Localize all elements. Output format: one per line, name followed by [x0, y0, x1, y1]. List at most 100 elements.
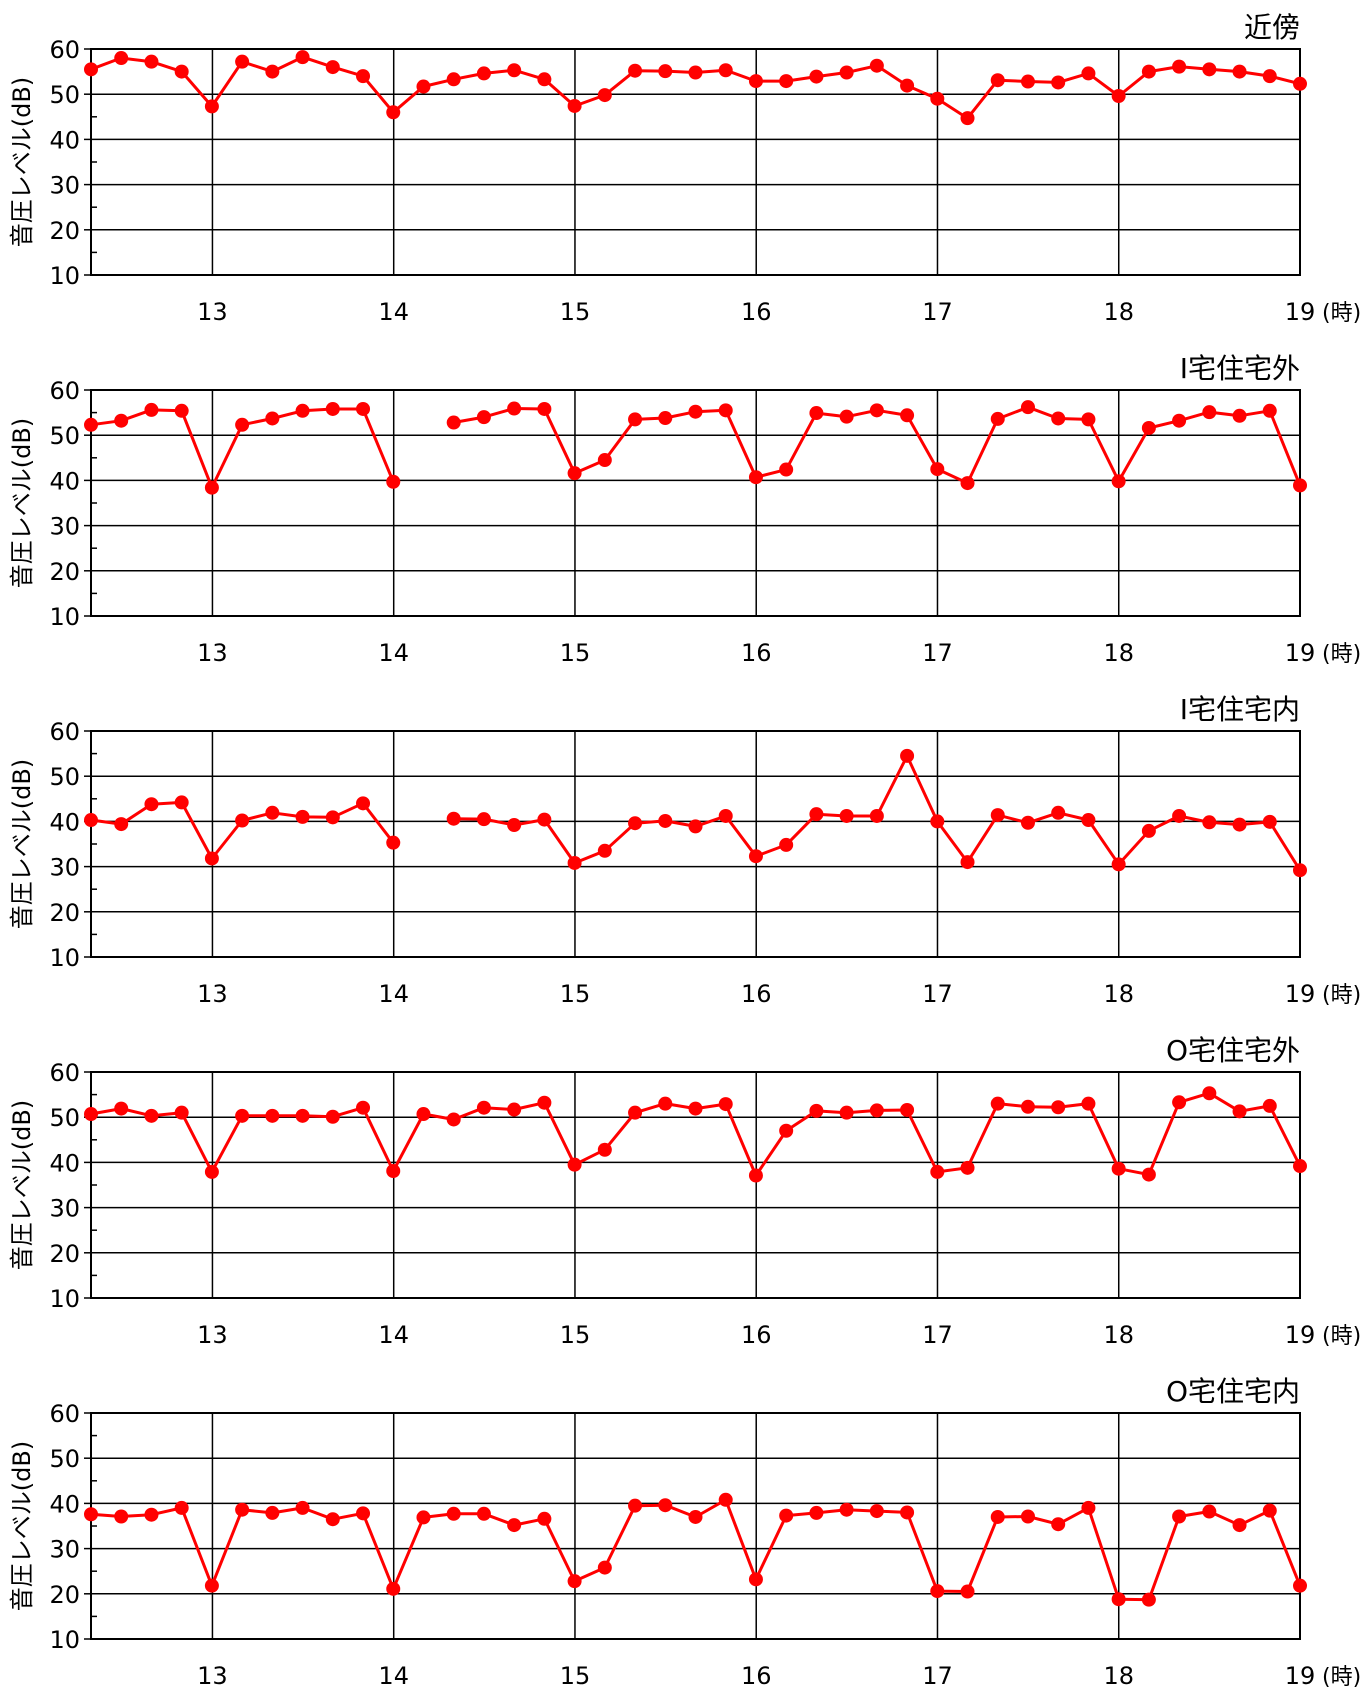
- data-point: [114, 1509, 129, 1524]
- data-point: [265, 64, 280, 79]
- x-tick-label: 16: [741, 1321, 772, 1349]
- data-point: [628, 1105, 643, 1120]
- y-tick-label: 60: [49, 1400, 80, 1428]
- data-point: [960, 111, 975, 126]
- data-point: [900, 1505, 915, 1520]
- data-point: [900, 408, 915, 423]
- data-point: [567, 1574, 582, 1589]
- x-tick-label: 13: [197, 298, 228, 326]
- data-point: [869, 1504, 884, 1519]
- data-point: [446, 1112, 461, 1127]
- data-point: [688, 819, 703, 834]
- data-point: [174, 1500, 189, 1515]
- y-tick-label: 40: [49, 1490, 80, 1518]
- data-point: [325, 1109, 340, 1124]
- data-point: [1262, 1098, 1277, 1113]
- data-point: [779, 837, 794, 852]
- data-point: [869, 808, 884, 823]
- data-point: [839, 1502, 854, 1517]
- chart-3: 10 20 30 40 50 60 13 14 15 16 17 18 19 (時) I宅住宅内音圧レベル(…: [8, 693, 1361, 1008]
- data-point: [144, 54, 159, 69]
- data-point: [476, 410, 491, 425]
- data-point: [114, 1101, 129, 1116]
- data-point: [900, 1102, 915, 1117]
- data-point: [295, 1500, 310, 1515]
- data-point: [1172, 1509, 1187, 1524]
- data-point: [1111, 1592, 1126, 1607]
- data-point: [1141, 1167, 1156, 1182]
- y-tick-label: 30: [49, 172, 80, 200]
- data-point: [839, 808, 854, 823]
- data-point: [204, 851, 219, 866]
- y-axis-label: 音圧レベル(dB): [8, 759, 36, 929]
- data-point: [1293, 1578, 1307, 1593]
- data-point: [356, 69, 371, 84]
- x-tick-label: 18: [1103, 1662, 1134, 1688]
- data-point: [386, 1581, 401, 1596]
- data-point: [779, 74, 794, 89]
- y-axis-label: 音圧レベル(dB): [8, 1100, 36, 1270]
- y-tick-label: 60: [49, 718, 80, 746]
- data-point: [567, 855, 582, 870]
- data-point: [386, 105, 401, 120]
- data-point: [1020, 400, 1035, 415]
- x-tick-label: 17: [922, 1662, 953, 1688]
- data-point: [386, 1163, 401, 1178]
- y-tick-label: 10: [49, 262, 80, 290]
- data-point: [748, 470, 763, 485]
- data-point: [597, 1142, 612, 1157]
- chart-title: I宅住宅内: [1180, 693, 1300, 726]
- data-point: [1111, 1161, 1126, 1176]
- data-point: [174, 403, 189, 418]
- chart-5: 10 20 30 40 50 60 13 14 15 16 17 18 19 (時) O宅住宅内音圧レベル(…: [8, 1375, 1361, 1688]
- data-point: [1232, 64, 1247, 79]
- data-point: [658, 813, 673, 828]
- data-point: [779, 1508, 794, 1523]
- y-tick-label: 20: [49, 558, 80, 586]
- x-tick-label: 19: [1285, 1662, 1316, 1688]
- y-tick-label: 50: [49, 1445, 80, 1473]
- data-point: [235, 1502, 250, 1517]
- data-point: [507, 1102, 522, 1117]
- data-point: [748, 1168, 763, 1183]
- y-tick-label: 30: [49, 854, 80, 882]
- data-point: [597, 1560, 612, 1575]
- data-point: [235, 1108, 250, 1123]
- x-tick-label: 19: [1285, 639, 1316, 667]
- data-point: [688, 404, 703, 419]
- data-point: [990, 73, 1005, 88]
- data-point: [567, 1157, 582, 1172]
- data-point: [567, 98, 582, 113]
- data-point: [1262, 69, 1277, 84]
- data-point: [507, 1518, 522, 1533]
- plot-frame: [90, 730, 1301, 958]
- y-tick-label: 10: [49, 603, 80, 631]
- data-point: [386, 835, 401, 850]
- data-point: [204, 99, 219, 114]
- y-tick-label: 10: [49, 1626, 80, 1654]
- y-tick-label: 50: [49, 422, 80, 450]
- data-point: [900, 78, 915, 93]
- data-point: [1111, 857, 1126, 872]
- data-point: [235, 54, 250, 69]
- data-point: [537, 1511, 552, 1526]
- data-point: [1202, 1086, 1217, 1101]
- data-point: [1293, 1159, 1307, 1174]
- x-unit-label: (時): [1322, 1665, 1361, 1688]
- data-point: [174, 1105, 189, 1120]
- data-point: [84, 1507, 98, 1522]
- data-point: [174, 64, 189, 79]
- y-tick-label: 20: [49, 899, 80, 927]
- data-point: [1081, 1096, 1096, 1111]
- data-point: [869, 1103, 884, 1118]
- data-point: [476, 66, 491, 81]
- y-tick-label: 40: [49, 1149, 80, 1177]
- data-point: [1020, 815, 1035, 830]
- y-tick-label: 30: [49, 513, 80, 541]
- data-point: [446, 415, 461, 430]
- data-point: [114, 413, 129, 428]
- y-tick-label: 50: [49, 1104, 80, 1132]
- y-axis-label: 音圧レベル(dB): [8, 418, 36, 588]
- data-point: [718, 1492, 733, 1507]
- data-point: [476, 1100, 491, 1115]
